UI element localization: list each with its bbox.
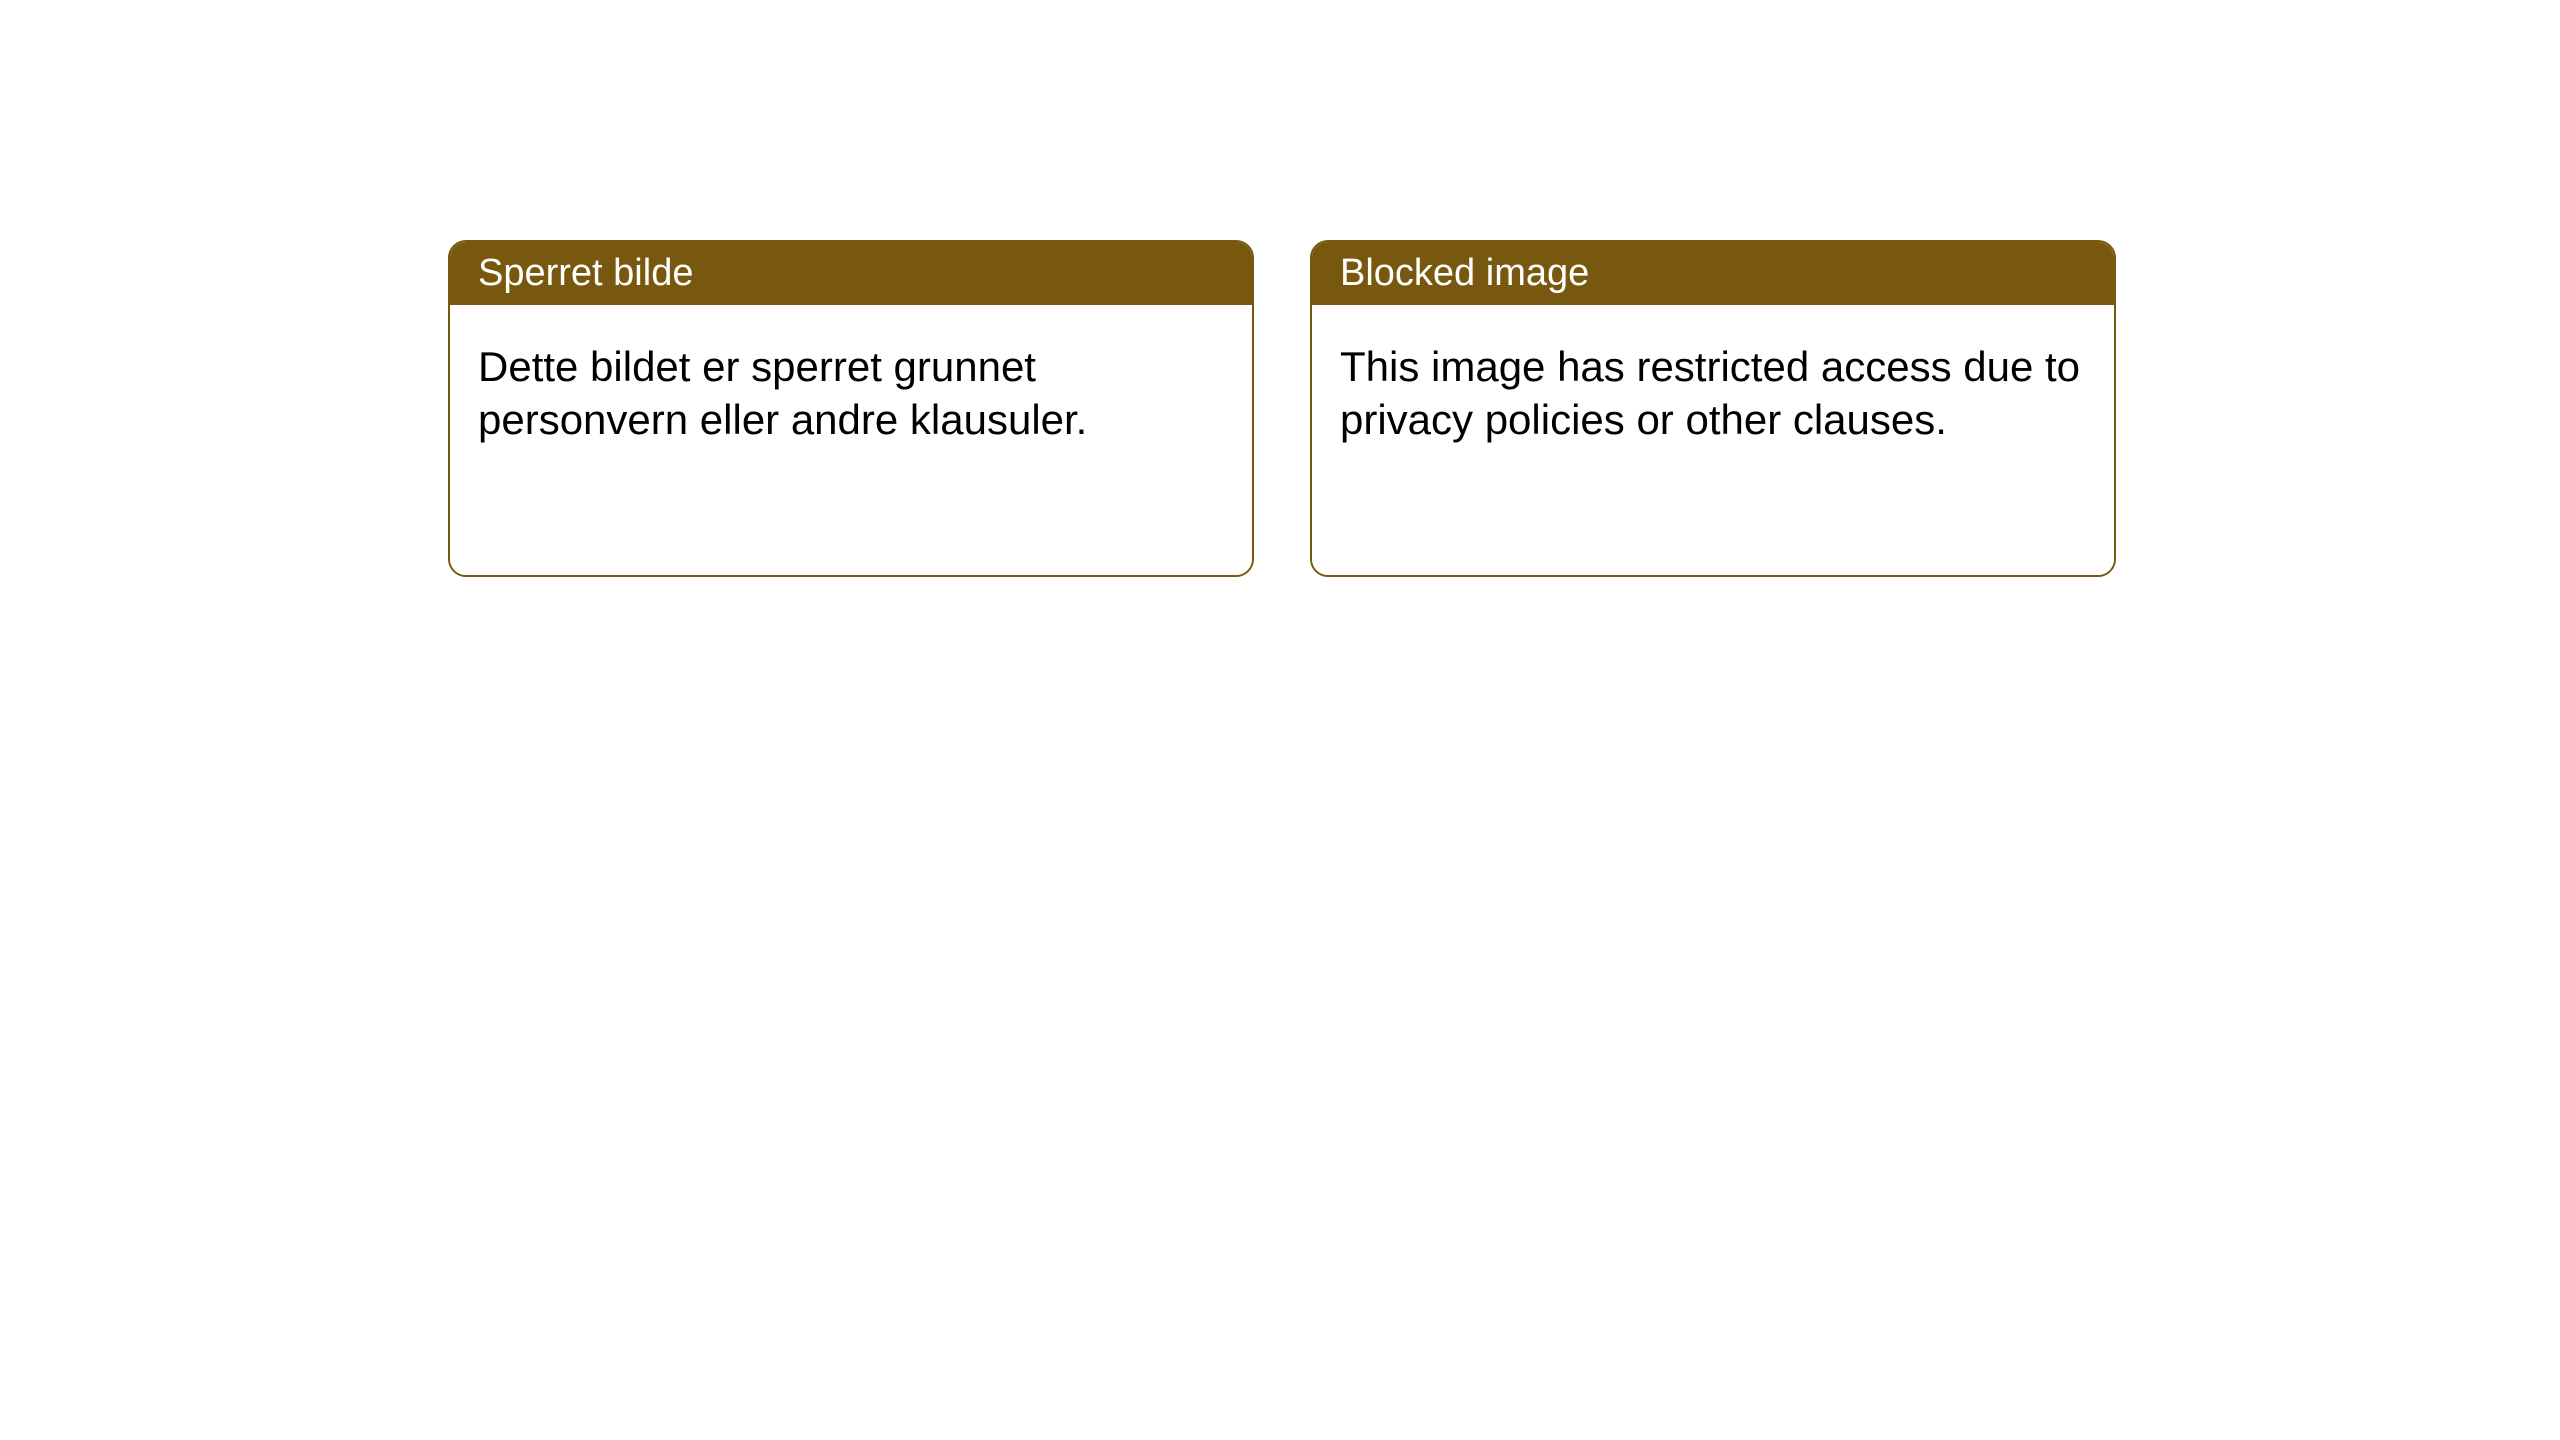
notice-card-title: Blocked image [1312,242,2114,305]
notice-card-no: Sperret bilde Dette bildet er sperret gr… [448,240,1254,577]
notice-card-en: Blocked image This image has restricted … [1310,240,2116,577]
notice-card-body: This image has restricted access due to … [1312,305,2114,575]
notice-card-body: Dette bildet er sperret grunnet personve… [450,305,1252,575]
notice-card-title: Sperret bilde [450,242,1252,305]
notice-cards-container: Sperret bilde Dette bildet er sperret gr… [448,240,2116,577]
